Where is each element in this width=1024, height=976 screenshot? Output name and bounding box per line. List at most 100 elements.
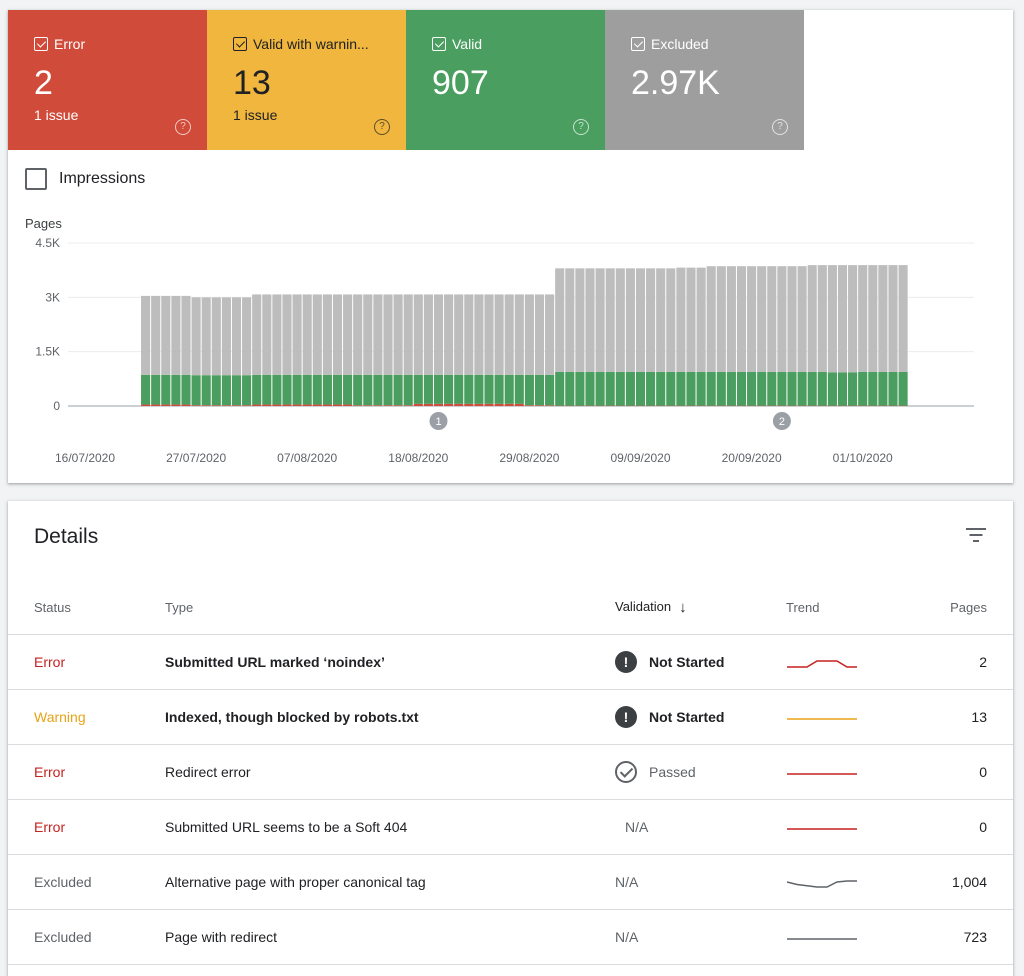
bar-excluded (433, 294, 444, 375)
bar-excluded (726, 266, 736, 372)
row-validation: N/A (615, 854, 786, 910)
table-row[interactable]: Excluded Page with redirect N/A 723 (8, 909, 1013, 965)
row-type: Redirect error (165, 744, 615, 800)
sort-arrow-down-icon: ↓ (679, 598, 687, 616)
bar-valid (696, 371, 706, 406)
bar-excluded (464, 294, 474, 375)
bar-valid (858, 371, 868, 406)
checkbox-checked-icon[interactable] (34, 37, 48, 51)
bar-error (312, 404, 322, 406)
bar-excluded (736, 266, 747, 372)
validation-status: ! Not Started (615, 705, 786, 728)
y-tick-label: 3K (45, 290, 60, 304)
bar-valid (666, 371, 676, 406)
bar-error (141, 404, 151, 406)
bar-valid (221, 375, 231, 406)
bar-excluded (797, 266, 807, 372)
tile-value: 13 (233, 64, 271, 102)
table-row[interactable]: Warning Indexed, though blocked by robots… (8, 689, 1013, 745)
bar-excluded (292, 294, 302, 375)
impressions-checkbox[interactable] (25, 168, 47, 190)
validation-text: Not Started (649, 653, 725, 670)
row-validation: N/A (615, 909, 786, 965)
bar-valid (757, 371, 767, 406)
bar-excluded (625, 268, 635, 372)
bar-error (403, 405, 413, 406)
bar-valid (524, 374, 534, 406)
bar-valid (444, 374, 454, 404)
bar-excluded (383, 294, 393, 375)
bar-valid (302, 374, 312, 405)
row-type: Submitted URL marked ‘noindex’ (165, 634, 615, 690)
bar-error (262, 404, 272, 406)
bar-excluded (696, 267, 706, 372)
bar-error (423, 403, 433, 406)
trend-sparkline (787, 827, 857, 830)
help-icon[interactable]: ? (772, 119, 788, 135)
checkbox-checked-icon[interactable] (432, 37, 446, 51)
checkbox-checked-icon[interactable] (631, 37, 645, 51)
bar-excluded (837, 265, 848, 373)
status-tile-valid[interactable]: Valid with warnin... 13 1 issue? (207, 10, 406, 150)
row-status: Excluded (8, 854, 165, 910)
row-status: Error (8, 634, 165, 690)
row-trend (786, 689, 916, 745)
annotation-label: 1 (435, 416, 441, 428)
table-row[interactable]: Error Submitted URL seems to be a Soft 40… (8, 799, 1013, 855)
validation-text: N/A (615, 873, 639, 890)
y-tick-label: 4.5K (35, 236, 60, 250)
table-row[interactable]: Excluded Alternative page with proper can… (8, 854, 1013, 910)
bar-excluded (504, 294, 514, 375)
table-row[interactable]: Error Redirect error Passed 0 (8, 744, 1013, 800)
status-tile-excluded[interactable]: Excluded 2.97K? (605, 10, 804, 150)
bar-valid (423, 374, 433, 404)
column-validation[interactable]: Validation ↓ (615, 581, 786, 635)
bar-excluded (231, 297, 242, 376)
bar-error (221, 405, 231, 406)
bar-valid (413, 374, 423, 404)
bar-excluded (898, 265, 908, 372)
filter-icon[interactable] (965, 527, 987, 543)
bar-valid (252, 374, 262, 405)
table-header-row: Status Type Validation ↓ Trend Pages (8, 581, 1013, 635)
bar-excluded (868, 265, 878, 372)
bar-excluded (807, 265, 817, 372)
status-tile-error[interactable]: Error 2 1 issue? (8, 10, 207, 150)
column-type[interactable]: Type (165, 581, 615, 635)
tile-header: Error (34, 36, 85, 52)
bar-error (444, 403, 454, 406)
bar-error (383, 405, 393, 406)
bar-error (393, 405, 403, 406)
validation-text: Passed (649, 763, 696, 780)
bar-excluded (221, 297, 231, 376)
column-status[interactable]: Status (8, 581, 165, 635)
bar-valid (504, 374, 514, 404)
bar-error (524, 405, 534, 406)
bar-valid (231, 375, 242, 406)
bar-valid (615, 371, 625, 406)
alert-icon: ! (615, 705, 637, 728)
checkbox-checked-icon[interactable] (233, 37, 247, 51)
column-pages[interactable]: Pages (916, 581, 1013, 635)
table-row[interactable]: Error Submitted URL marked ‘noindex’! Not … (8, 634, 1013, 690)
status-tile-valid[interactable]: Valid 907? (406, 10, 605, 150)
bar-excluded (565, 268, 575, 372)
help-icon[interactable]: ? (175, 119, 191, 135)
bar-valid (646, 371, 656, 406)
bar-error (292, 404, 302, 406)
help-icon[interactable]: ? (374, 119, 390, 135)
bar-valid (242, 375, 252, 406)
bar-valid (656, 371, 666, 406)
help-icon[interactable]: ? (573, 119, 589, 135)
row-type: Alternative page with proper canonical t… (165, 854, 615, 910)
row-trend (786, 634, 916, 690)
bar-excluded (141, 295, 151, 375)
bar-valid (736, 371, 747, 406)
bar-error (181, 404, 191, 406)
impressions-toggle[interactable]: Impressions (25, 168, 145, 190)
row-trend (786, 909, 916, 965)
bar-valid (191, 375, 201, 406)
bar-excluded (514, 294, 524, 375)
bar-valid (595, 371, 605, 406)
bar-valid (817, 371, 827, 406)
